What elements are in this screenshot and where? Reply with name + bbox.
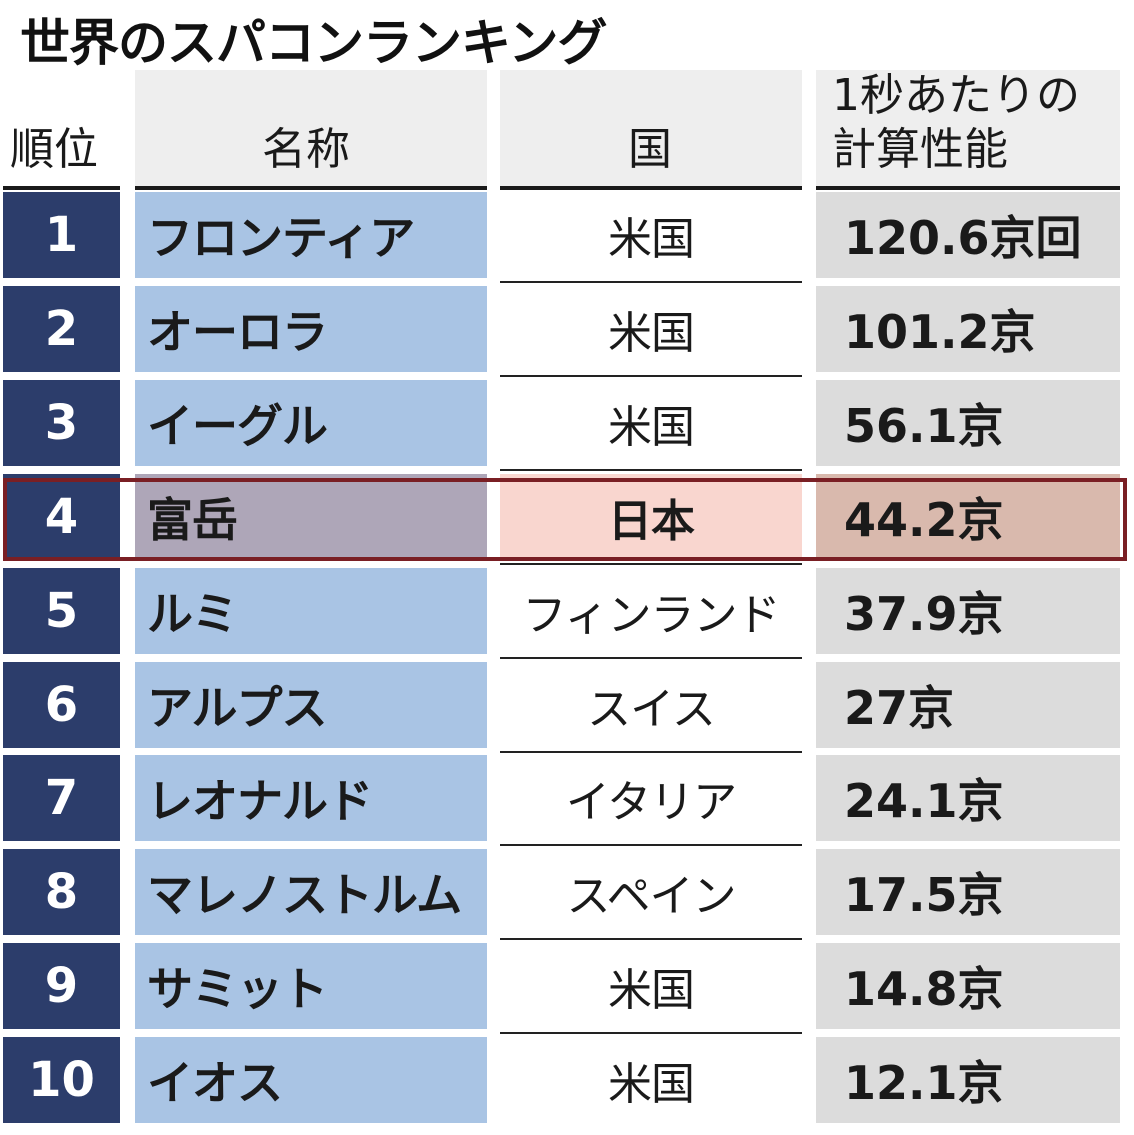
- chart-title: 世界のスパコンランキング: [20, 14, 607, 72]
- rank-cell: 3: [3, 380, 120, 466]
- country-cell: 米国: [500, 192, 802, 278]
- country-cell: 米国: [500, 943, 802, 1029]
- country-row-divider: [500, 563, 802, 565]
- performance-cell: 120.6京回: [816, 192, 1120, 278]
- rank-cell: 4: [3, 474, 120, 560]
- name-cell: レオナルド: [135, 755, 487, 841]
- name-cell: オーロラ: [135, 286, 487, 372]
- performance-cell: 17.5京: [816, 849, 1120, 935]
- rank-cell: 10: [3, 1037, 120, 1123]
- rank-cell: 1: [3, 192, 120, 278]
- table-row: 7 レオナルド イタリア 24.1京: [0, 755, 1134, 841]
- name-cell: フロンティア: [135, 192, 487, 278]
- country-cell: 日本: [500, 474, 802, 560]
- header-bg-performance: [816, 70, 1120, 188]
- header-country: 国: [628, 124, 672, 175]
- country-row-divider: [500, 938, 802, 940]
- rank-cell: 5: [3, 568, 120, 654]
- country-cell: スイス: [500, 662, 802, 748]
- performance-cell: 44.2京: [816, 474, 1120, 560]
- header-performance-line1: 1秒あたりの: [832, 70, 1080, 121]
- country-cell: 米国: [500, 1037, 802, 1123]
- header-rank: 順位: [10, 124, 98, 175]
- country-cell: スペイン: [500, 849, 802, 935]
- table-row: 6 アルプス スイス 27京: [0, 662, 1134, 748]
- country-cell: イタリア: [500, 755, 802, 841]
- table-row: 9 サミット 米国 14.8京: [0, 943, 1134, 1029]
- name-cell: イオス: [135, 1037, 487, 1123]
- performance-cell: 56.1京: [816, 380, 1120, 466]
- table-row: 2 オーロラ 米国 101.2京: [0, 286, 1134, 372]
- rank-cell: 2: [3, 286, 120, 372]
- header-underline-name: [135, 186, 487, 190]
- header-underline-rank: [3, 186, 120, 190]
- country-row-divider: [500, 844, 802, 846]
- rank-cell: 6: [3, 662, 120, 748]
- rank-cell: 7: [3, 755, 120, 841]
- table-row: 1 フロンティア 米国 120.6京回: [0, 192, 1134, 278]
- performance-cell: 27京: [816, 662, 1120, 748]
- country-cell: フィンランド: [500, 568, 802, 654]
- header-name: 名称: [262, 124, 350, 175]
- header-performance-line2: 計算性能: [832, 124, 1008, 175]
- table-row: 5 ルミ フィンランド 37.9京: [0, 568, 1134, 654]
- name-cell: サミット: [135, 943, 487, 1029]
- header-bg-name: [135, 70, 487, 188]
- country-cell: 米国: [500, 380, 802, 466]
- header-underline-country: [500, 186, 802, 190]
- performance-cell: 37.9京: [816, 568, 1120, 654]
- name-cell: イーグル: [135, 380, 487, 466]
- table-row: 8 マレノストルム スペイン 17.5京: [0, 849, 1134, 935]
- country-row-divider: [500, 375, 802, 377]
- table-row: 10 イオス 米国 12.1京: [0, 1037, 1134, 1123]
- country-row-divider: [500, 281, 802, 283]
- name-cell: マレノストルム: [135, 849, 487, 935]
- performance-cell: 14.8京: [816, 943, 1120, 1029]
- header-bg-country: [500, 70, 802, 188]
- country-row-divider: [500, 1032, 802, 1034]
- table-row: 3 イーグル 米国 56.1京: [0, 380, 1134, 466]
- country-cell: 米国: [500, 286, 802, 372]
- name-cell: アルプス: [135, 662, 487, 748]
- performance-cell: 101.2京: [816, 286, 1120, 372]
- country-row-divider: [500, 657, 802, 659]
- country-row-divider: [500, 469, 802, 471]
- performance-cell: 24.1京: [816, 755, 1120, 841]
- header-underline-performance: [816, 186, 1120, 190]
- rank-cell: 9: [3, 943, 120, 1029]
- table-row: 4 富岳 日本 44.2京: [0, 474, 1134, 560]
- name-cell: ルミ: [135, 568, 487, 654]
- name-cell: 富岳: [135, 474, 487, 560]
- performance-cell: 12.1京: [816, 1037, 1120, 1123]
- country-row-divider: [500, 751, 802, 753]
- rank-cell: 8: [3, 849, 120, 935]
